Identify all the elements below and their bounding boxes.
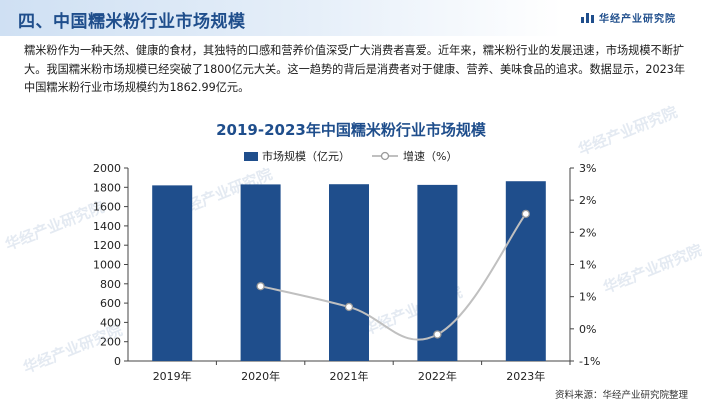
growth-line [260,213,527,341]
legend-line-marker [380,151,390,161]
legend-bar-label: 市场规模（亿元） [262,149,350,163]
right-tick-label: 1% [579,259,596,272]
left-tick-label: 1800 [93,181,121,194]
x-tick-label: 2023年 [506,369,545,383]
left-tick-label: 2000 [93,162,121,175]
right-tick-label: 3% [579,162,596,175]
left-tick-label: 0 [114,355,121,368]
logo-bars-icon [581,12,594,23]
growth-point [344,302,354,312]
growth-point [433,330,442,339]
right-tick-label: 2% [579,226,596,239]
left-tick-label: 1600 [93,201,121,214]
logo-text: 华经产业研究院 [599,14,676,25]
x-tick-label: 2020年 [241,369,280,383]
legend-line-label: 增速（%） [403,149,457,163]
bar [152,185,193,361]
growth-point [256,282,265,291]
bar [505,181,546,361]
right-tick-label: 0% [579,323,596,336]
growth-point [521,209,530,218]
bar [329,184,369,361]
bar [240,184,281,361]
right-tick-label: 2% [579,194,596,207]
right-tick-label: -1% [579,355,600,368]
right-tick-label: 1% [579,291,596,304]
left-tick-label: 1200 [93,239,121,252]
left-tick-label: 600 [100,297,121,310]
left-tick-label: 400 [100,316,121,329]
left-tick-label: 800 [100,278,121,291]
x-tick-label: 2021年 [330,369,369,383]
source-note: 资料来源：华经产业研究院整理 [554,390,688,401]
left-tick-label: 1000 [93,259,121,272]
x-tick-label: 2019年 [153,369,192,383]
intro-paragraph: 糯米粉作为一种天然、健康的食材，其独特的口感和营养价值深受广大消费者喜爱。近年来… [24,44,686,94]
header-bar: 四、中国糯米粉行业市场规模 华经产业研究院 [0,0,702,36]
brand-logo: 华经产业研究院 [581,10,676,25]
left-tick-label: 200 [100,336,121,349]
page-title: 四、中国糯米粉行业市场规模 [18,12,246,32]
legend-bar-swatch [244,152,258,161]
left-tick-label: 1400 [93,220,121,233]
chart-title: 2019-2023年中国糯米粉行业市场规模 [216,121,486,139]
x-tick-label: 2022年 [418,369,457,383]
